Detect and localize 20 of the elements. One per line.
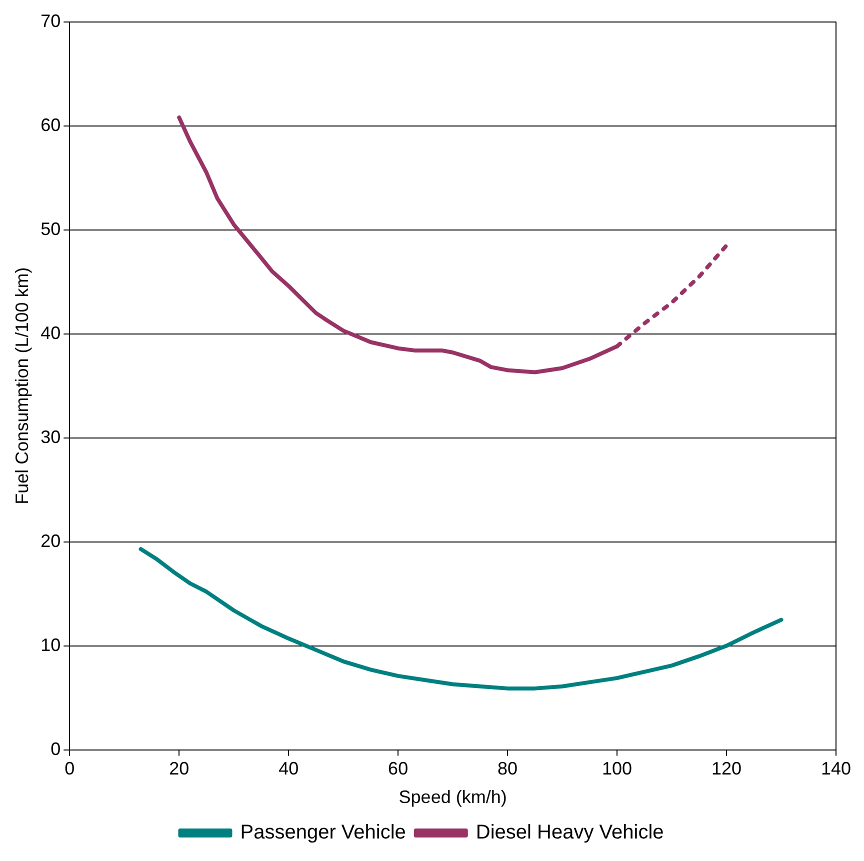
x-tick-label: 20 <box>169 758 190 779</box>
y-tick-label: 50 <box>40 218 61 239</box>
y-tick-label: 60 <box>40 114 61 135</box>
y-tick-label: 0 <box>50 738 61 759</box>
y-tick-label: 20 <box>40 530 61 551</box>
y-tick-label: 70 <box>40 10 61 31</box>
x-tick-label: 120 <box>711 758 742 779</box>
legend-label: Diesel Heavy Vehicle <box>476 822 664 844</box>
y-tick-label: 40 <box>40 322 61 343</box>
y-tick-label: 10 <box>40 634 61 655</box>
y-axis-title: Fuel Consumption (L/100 km) <box>12 267 32 504</box>
legend-label: Passenger Vehicle <box>240 822 406 844</box>
x-axis-title: Speed (km/h) <box>398 787 507 808</box>
x-tick-label: 40 <box>278 758 299 779</box>
x-tick-label: 80 <box>498 758 518 779</box>
x-tick-label: 60 <box>388 758 408 779</box>
x-tick-label: 140 <box>820 758 852 779</box>
y-tick-label: 30 <box>40 426 61 447</box>
x-tick-label: 100 <box>602 758 632 779</box>
x-tick-label: 0 <box>64 758 75 779</box>
